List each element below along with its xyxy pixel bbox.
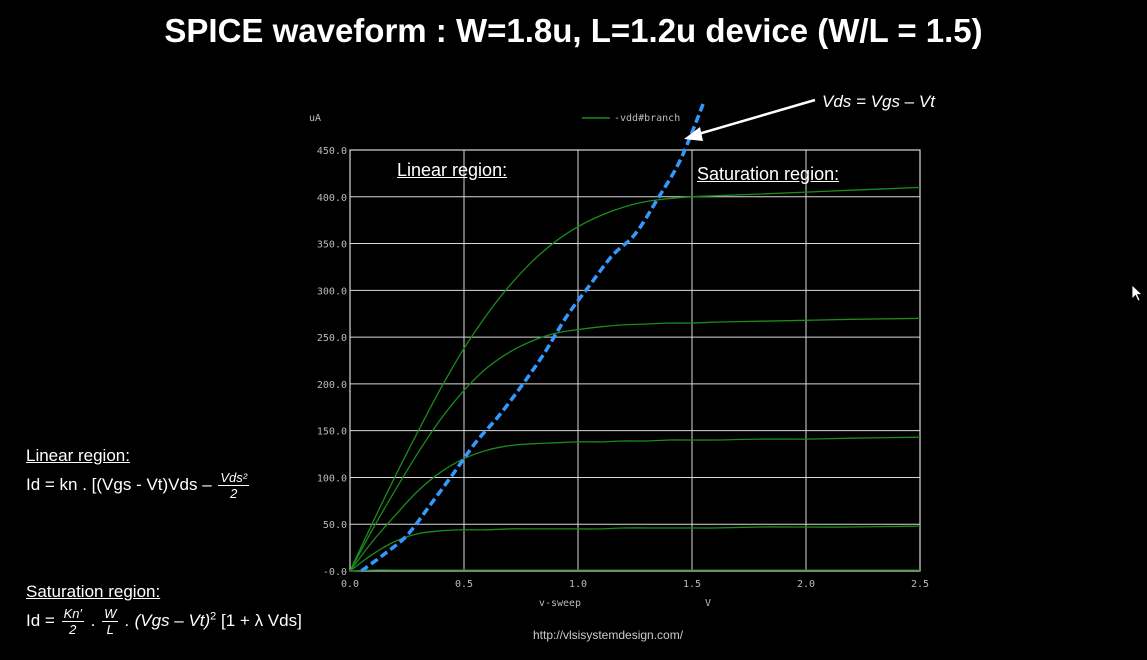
mouse-cursor-icon	[1131, 284, 1143, 302]
plot-linear-region-label: Linear region:	[397, 160, 508, 180]
saturation-formula-header: Saturation region:	[26, 582, 161, 601]
series-line-4	[349, 186, 921, 572]
series-line-0	[349, 569, 920, 572]
y-tick-label: 450.0	[317, 146, 347, 157]
page-title: SPICE waveform : W=1.8u, L=1.2u device (…	[164, 12, 983, 49]
sat-frac-wl: W L	[102, 606, 119, 637]
sat-dot: .	[90, 610, 96, 630]
y-tick-label: 300.0	[317, 286, 347, 297]
linear-formula-fraction: Vds² 2	[218, 470, 250, 501]
saturation-locus-line	[360, 102, 706, 573]
x-tick-label: 0.5	[455, 579, 473, 590]
y-tick-label: 200.0	[317, 380, 347, 391]
source-url: http://vlsisystemdesign.com/	[533, 628, 684, 642]
series-line-1	[349, 525, 921, 572]
sat-frac-l: L	[106, 622, 114, 637]
series-line-2	[349, 436, 921, 572]
linear-frac-numerator: Vds²	[218, 470, 250, 486]
curves-group	[349, 102, 921, 573]
y-tick-label: 100.0	[317, 473, 347, 484]
linear-formula-header: Linear region:	[26, 446, 130, 465]
y-tick-label: 150.0	[317, 427, 347, 438]
sat-frac-kn-den: 2	[69, 622, 77, 637]
linear-frac-denominator: 2	[230, 486, 238, 501]
plot-frame	[349, 149, 921, 572]
sat-formula-prefix: Id =	[26, 610, 55, 630]
x-axis-label: v-sweep	[539, 598, 581, 609]
tick-labels: -0.0 50.0 100.0 150.0 200.0 250.0 300.0 350.0 40…	[309, 113, 929, 609]
chart-extras: -vdd#branch	[582, 98, 816, 141]
plot-saturation-region-label: Saturation region:	[697, 164, 840, 184]
sat-frac-w: W	[102, 606, 119, 622]
annotation-arrow-line	[694, 98, 816, 137]
sat-frac-kn: Kn′ 2	[61, 606, 84, 637]
saturation-formula: Saturation region: Id = Kn′ 2 . W L . (V…	[26, 582, 302, 637]
vds-annotation: Vds = Vgs – Vt	[822, 92, 935, 111]
x-axis-unit: V	[705, 598, 711, 609]
y-tick-label: 400.0	[317, 193, 347, 204]
legend-label: -vdd#branch	[614, 113, 680, 124]
sat-frac-kn-num: Kn′	[61, 606, 84, 622]
plot-grid	[349, 149, 921, 572]
x-tick-label: 2.5	[911, 579, 929, 590]
y-tick-label: 50.0	[323, 520, 347, 531]
series-line-3	[349, 317, 921, 572]
x-tick-label: 0.0	[341, 579, 359, 590]
y-axis-unit: uA	[309, 113, 321, 124]
annotation-arrow-head	[684, 127, 703, 141]
x-tick-label: 1.5	[683, 579, 701, 590]
linear-formula-prefix: Id = kn . [(Vgs - Vt)Vds –	[26, 474, 212, 494]
y-tick-label: 350.0	[317, 240, 347, 251]
x-tick-label: 2.0	[797, 579, 815, 590]
linear-formula: Linear region: Id = kn . [(Vgs - Vt)Vds …	[26, 446, 251, 501]
sat-formula-suffix: [1 + λ Vds]	[221, 610, 302, 630]
x-tick-label: 1.0	[569, 579, 587, 590]
y-tick-label: 250.0	[317, 333, 347, 344]
y-tick-label: -0.0	[323, 567, 347, 578]
sat-formula-vgs: . (Vgs – Vt)	[125, 610, 211, 630]
sat-formula-power: 2	[210, 610, 217, 623]
